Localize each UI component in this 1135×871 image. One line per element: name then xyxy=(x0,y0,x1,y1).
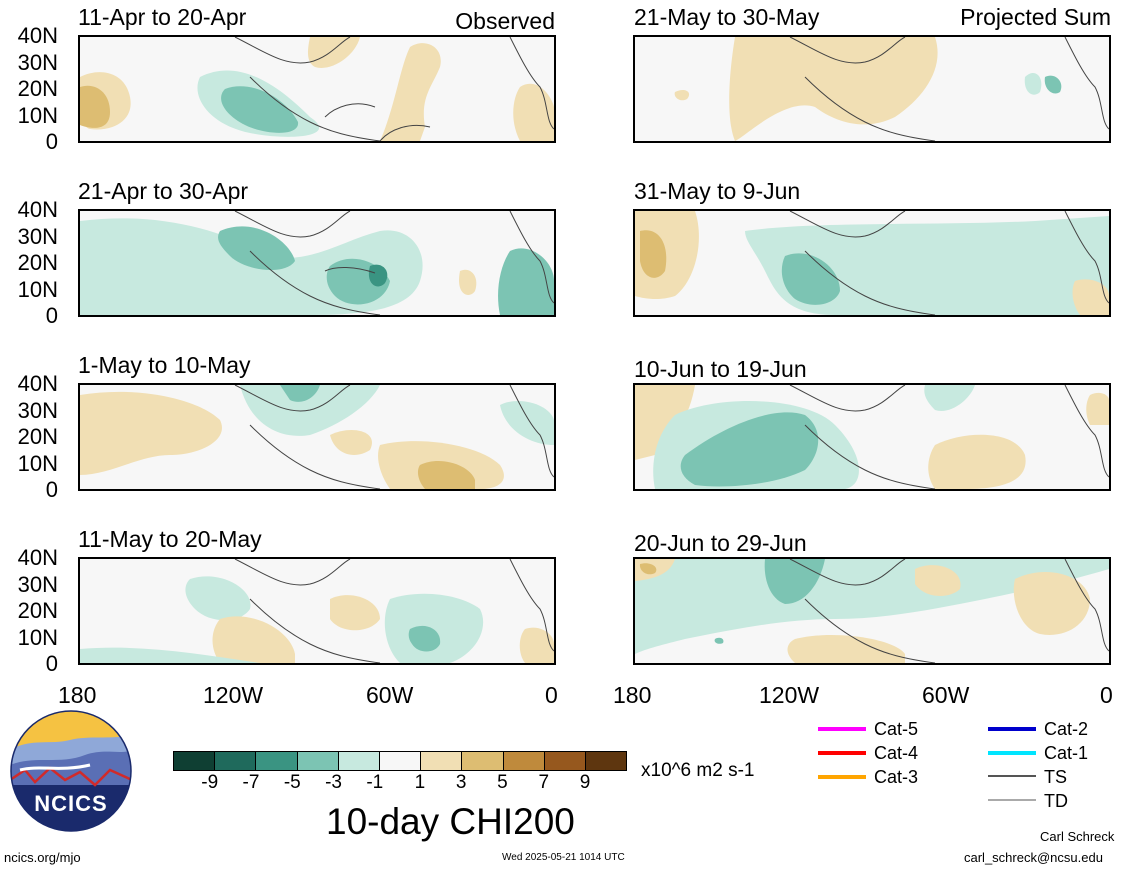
map-panel-6 xyxy=(633,209,1111,317)
map-panel-5 xyxy=(633,35,1111,143)
panel-title: 21-Apr to 30-Apr xyxy=(78,178,249,204)
lon-label: 60W xyxy=(366,682,414,708)
colorbar-tick: 5 xyxy=(497,772,508,793)
lon-label: 180 xyxy=(613,682,652,708)
lon-label: 0 xyxy=(545,682,558,708)
lat-label: 10N xyxy=(17,624,58,650)
lat-label: 10N xyxy=(17,102,58,128)
colorbar-tick: -3 xyxy=(325,772,342,793)
lat-label: 40N xyxy=(17,197,58,222)
panel-title: 10-Jun to 19-Jun xyxy=(634,356,807,382)
map-panel-3 xyxy=(78,383,556,491)
legend-swatch xyxy=(988,775,1036,777)
site-url: ncics.org/mjo xyxy=(4,850,81,865)
colorbar-cell xyxy=(174,752,216,770)
lat-label: 20N xyxy=(17,250,58,275)
lat-label: 0 xyxy=(45,477,58,502)
colorbar-cell xyxy=(585,752,627,770)
lat-label: 30N xyxy=(17,571,58,597)
legend-swatch xyxy=(988,751,1036,755)
colorbar-cell xyxy=(503,752,545,770)
colorbar-tick: -9 xyxy=(201,772,219,793)
colorbar-cell xyxy=(462,752,504,770)
lat-label: 20N xyxy=(17,76,58,101)
timestamp: Wed 2025-05-21 1014 UTC xyxy=(502,852,625,863)
legend-swatch xyxy=(818,751,866,755)
colorbar-tick: -5 xyxy=(283,772,301,793)
legend-swatch xyxy=(988,727,1036,731)
lon-label: 120W xyxy=(203,682,264,708)
map-panel-2 xyxy=(78,209,556,317)
lat-label: 20N xyxy=(17,424,58,449)
lon-label: 180 xyxy=(58,682,97,708)
colorbar-tick: -1 xyxy=(366,772,384,793)
panel-title: 20-Jun to 29-Jun xyxy=(634,530,807,556)
lat-label: 40N xyxy=(17,545,58,570)
figure-title: 10-day CHI200 xyxy=(326,801,575,842)
map-panel-8 xyxy=(633,557,1111,665)
legend-swatch xyxy=(818,727,866,731)
panel-tag: Projected Sum xyxy=(960,4,1111,30)
legend-label: Cat-3 xyxy=(874,767,919,787)
panel-title: 1-May to 10-May xyxy=(78,352,251,378)
legend-label: Cat-1 xyxy=(1044,743,1089,763)
legend-label: Cat-5 xyxy=(874,719,919,739)
author: Carl Schreck xyxy=(1040,829,1115,844)
lat-label: 30N xyxy=(17,49,58,75)
map-panel-7 xyxy=(633,383,1111,491)
map-panel-1 xyxy=(78,35,556,143)
colorbar-tick: 9 xyxy=(579,772,591,793)
colorbar-cell xyxy=(297,752,339,770)
colorbar-cell xyxy=(379,752,422,770)
lat-label: 0 xyxy=(45,129,58,154)
colorbar-tick: -7 xyxy=(242,772,260,793)
colorbar-cell xyxy=(338,752,380,770)
lat-label: 40N xyxy=(17,371,58,396)
lat-label: 10N xyxy=(17,450,58,476)
legend-swatch xyxy=(818,775,866,779)
lat-label: 0 xyxy=(45,303,58,328)
lat-label: 0 xyxy=(45,651,58,676)
legend-label: TS xyxy=(1044,767,1068,787)
lon-label: 120W xyxy=(759,682,820,708)
colorbar-cell xyxy=(544,752,586,770)
panel-title: 31-May to 9-Jun xyxy=(634,178,801,204)
colorbar-tick: 1 xyxy=(414,772,426,793)
lon-label: 0 xyxy=(1100,682,1113,708)
panel-title: 11-May to 20-May xyxy=(78,526,262,552)
panel-title: 21-May to 30-May xyxy=(634,4,820,30)
panel-title: 11-Apr to 20-Apr xyxy=(78,4,247,30)
logo-text: NCICS xyxy=(34,791,107,816)
colorbar-tick: 7 xyxy=(538,772,550,793)
colorbar-units: x10^6 m2 s-1 xyxy=(641,760,755,781)
colorbar xyxy=(173,751,627,771)
legend-swatch xyxy=(988,799,1036,801)
map-panel-4 xyxy=(78,557,556,665)
lat-label: 30N xyxy=(17,223,58,249)
lat-label: 30N xyxy=(17,397,58,423)
lat-label: 10N xyxy=(17,276,58,302)
panel-tag: Observed xyxy=(455,8,555,34)
legend-label: TD xyxy=(1044,791,1068,811)
colorbar-tick: 3 xyxy=(455,772,467,793)
lat-label: 20N xyxy=(17,598,58,623)
lon-label: 60W xyxy=(922,682,970,708)
legend-label: Cat-2 xyxy=(1044,719,1089,739)
ncics-logo: NCICS xyxy=(10,710,132,832)
colorbar-cell xyxy=(215,752,257,770)
colorbar-cell xyxy=(256,752,298,770)
legend-label: Cat-4 xyxy=(874,743,919,763)
author-email: carl_schreck@ncsu.edu xyxy=(964,850,1103,865)
lat-label: 40N xyxy=(17,23,58,48)
colorbar-cell xyxy=(421,752,463,770)
